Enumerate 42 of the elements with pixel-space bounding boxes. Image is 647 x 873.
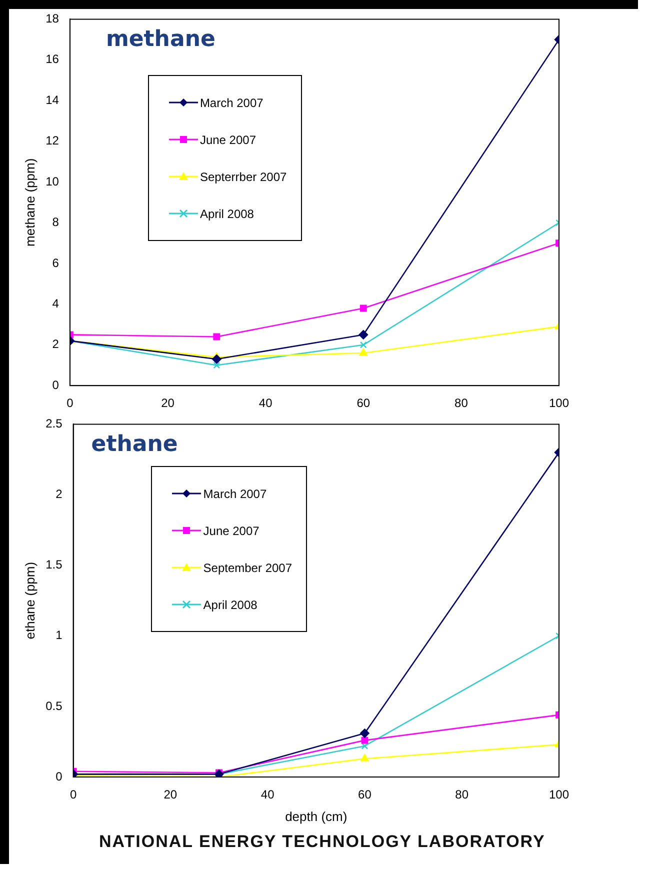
y-tick-label: 1.5 bbox=[46, 558, 63, 572]
chart-title: methane bbox=[106, 26, 216, 52]
x-tick-label: 40 bbox=[260, 788, 275, 802]
y-tick-label: 10 bbox=[46, 174, 60, 188]
x-tick-label: 100 bbox=[548, 788, 570, 802]
x-tick-label: 20 bbox=[161, 396, 175, 410]
x-tick-label: 80 bbox=[454, 396, 468, 410]
y-tick-label: 2.5 bbox=[46, 416, 63, 431]
y-axis-title: methane (ppm) bbox=[22, 158, 38, 246]
y-tick-label: 18 bbox=[46, 12, 60, 26]
legend-label: Septerrber 2007 bbox=[200, 170, 287, 184]
x-tick-label: 40 bbox=[258, 396, 273, 410]
legend-label: March 2007 bbox=[203, 486, 267, 501]
y-tick-label: 16 bbox=[46, 52, 60, 66]
text: NATIONAL ENERGY TECHNOLOGY LABORATORY bbox=[99, 832, 546, 852]
y-tick-label: 0 bbox=[56, 769, 63, 784]
y-tick-label: 4 bbox=[52, 296, 60, 310]
y-tick-label: 2 bbox=[52, 337, 60, 352]
chart-title: ethane bbox=[91, 432, 178, 457]
x-tick-label: 100 bbox=[548, 396, 570, 410]
legend-label: April 2008 bbox=[200, 206, 254, 221]
x-tick-label: 60 bbox=[358, 788, 372, 802]
legend-label: June 2007 bbox=[203, 524, 260, 538]
y-tick-label: 14 bbox=[46, 92, 60, 107]
y-tick-label: 6 bbox=[52, 256, 60, 270]
y-tick-label: 2 bbox=[56, 487, 63, 502]
y-tick-label: 12 bbox=[46, 134, 60, 148]
legend-label: June 2007 bbox=[200, 132, 256, 147]
y-tick-label: 8 bbox=[52, 215, 60, 230]
legend-label: September 2007 bbox=[203, 560, 292, 575]
y-tick-label: 0 bbox=[52, 378, 60, 392]
x-axis-title: depth (cm) bbox=[285, 808, 348, 824]
legend-label: March 2007 bbox=[200, 96, 264, 110]
y-axis-title: ethane (ppm) bbox=[22, 562, 38, 640]
x-tick-label: 0 bbox=[70, 788, 77, 802]
x-tick-label: 0 bbox=[66, 396, 74, 410]
x-tick-label: 60 bbox=[356, 396, 370, 410]
x-tick-label: 20 bbox=[164, 788, 178, 802]
y-tick-label: 0.5 bbox=[46, 698, 63, 713]
legend-label: April 2008 bbox=[203, 598, 258, 612]
y-tick-label: 1 bbox=[56, 628, 63, 642]
x-tick-label: 80 bbox=[455, 788, 469, 802]
